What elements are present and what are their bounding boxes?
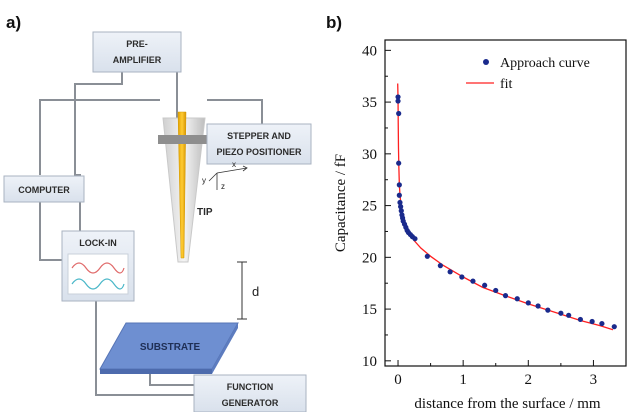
distance-label: d xyxy=(252,284,259,299)
y-tick-label: 30 xyxy=(362,147,377,163)
legend-label-fit: fit xyxy=(500,77,513,92)
computer-label: COMPUTER xyxy=(18,185,70,195)
function-generator-box: FUNCTION GENERATOR xyxy=(193,374,307,412)
x-tick-label: 1 xyxy=(459,372,467,388)
approach-point xyxy=(412,236,418,242)
lockin-cyan-wave xyxy=(71,278,125,290)
preamplifier-box: PRE- AMPLIFIER xyxy=(92,31,182,73)
fit-line xyxy=(397,83,614,331)
approach-point xyxy=(558,310,564,316)
tip-label: TIP xyxy=(197,207,213,218)
positioner-clamp xyxy=(158,135,208,144)
approach-point xyxy=(396,192,402,198)
x-tick-label: 2 xyxy=(525,372,533,388)
approach-point xyxy=(437,263,443,269)
approach-point xyxy=(398,208,404,214)
x-tick-label: 0 xyxy=(394,372,402,388)
approach-point xyxy=(459,274,465,280)
preamplifier-label-1: PRE- xyxy=(126,39,148,49)
computer-box: COMPUTER xyxy=(3,175,85,203)
approach-point xyxy=(502,293,509,299)
approach-point xyxy=(535,303,541,309)
function-generator-label-2: GENERATOR xyxy=(222,398,279,408)
lockin-box: LOCK-IN xyxy=(61,230,135,302)
approach-point xyxy=(482,282,488,288)
approach-point xyxy=(396,182,402,188)
chart-legend: Approach curve fit xyxy=(466,56,590,92)
approach-point xyxy=(424,253,430,259)
approach-point xyxy=(396,160,402,166)
preamplifier-label-2: AMPLIFIER xyxy=(113,55,162,65)
y-tick-label: 15 xyxy=(362,302,377,318)
stepper-piezo-box: STEPPER AND PIEZO POSITIONER xyxy=(206,123,312,165)
y-tick-label: 35 xyxy=(362,95,377,111)
lockin-red-wave xyxy=(71,262,125,274)
y-tick-label: 40 xyxy=(362,43,377,59)
distance-marker xyxy=(237,261,247,320)
approach-point xyxy=(395,94,401,100)
approach-point xyxy=(514,296,520,302)
substrate-label: SUBSTRATE xyxy=(140,342,201,353)
x-axis-label: distance from the surface / mm xyxy=(414,396,601,412)
tip-assembly xyxy=(158,111,208,263)
approach-point xyxy=(599,320,605,327)
y-axis-label: Capacitance / fF xyxy=(333,154,349,252)
chart-ticks: 10 15 20 25 30 35 40 0 1 2 3 xyxy=(362,43,597,388)
legend-label-approach: Approach curve xyxy=(500,56,590,71)
panel-label-b: b) xyxy=(326,13,342,32)
x-tick-label: 3 xyxy=(590,372,598,388)
y-tick-label: 25 xyxy=(362,199,377,215)
stepper-label-2: PIEZO POSITIONER xyxy=(216,147,302,157)
coordinate-axes-icon xyxy=(208,165,248,190)
y-tick-label: 10 xyxy=(362,354,377,370)
approach-curve-chart: 10 15 20 25 30 35 40 0 1 2 3 Capacitance / fF dist… xyxy=(333,39,627,412)
approach-point xyxy=(566,312,572,318)
approach-point xyxy=(589,318,595,325)
approach-point xyxy=(493,287,499,294)
approach-point xyxy=(611,324,617,330)
function-generator-label-1: FUNCTION xyxy=(227,382,274,392)
approach-point xyxy=(577,316,584,323)
legend-marker-approach xyxy=(483,59,489,65)
approach-point xyxy=(545,307,551,313)
approach-point xyxy=(395,98,401,104)
y-tick-label: 20 xyxy=(362,250,377,266)
axis-z-label: z xyxy=(221,182,225,191)
substrate-plate: SUBSTRATE xyxy=(99,322,239,374)
chart-series xyxy=(395,83,617,331)
approach-point xyxy=(398,204,404,210)
approach-point xyxy=(447,269,453,275)
approach-point xyxy=(525,300,531,306)
approach-point xyxy=(470,278,476,284)
stepper-label-1: STEPPER AND xyxy=(227,131,291,141)
axis-y-label: y xyxy=(202,176,206,185)
approach-point xyxy=(397,199,403,206)
panel-label-a: a) xyxy=(6,13,21,32)
axis-x-label: x xyxy=(232,160,236,169)
lockin-screen xyxy=(67,253,129,295)
approach-point xyxy=(396,110,402,117)
plot-frame xyxy=(384,39,627,367)
lockin-label: LOCK-IN xyxy=(79,238,117,248)
